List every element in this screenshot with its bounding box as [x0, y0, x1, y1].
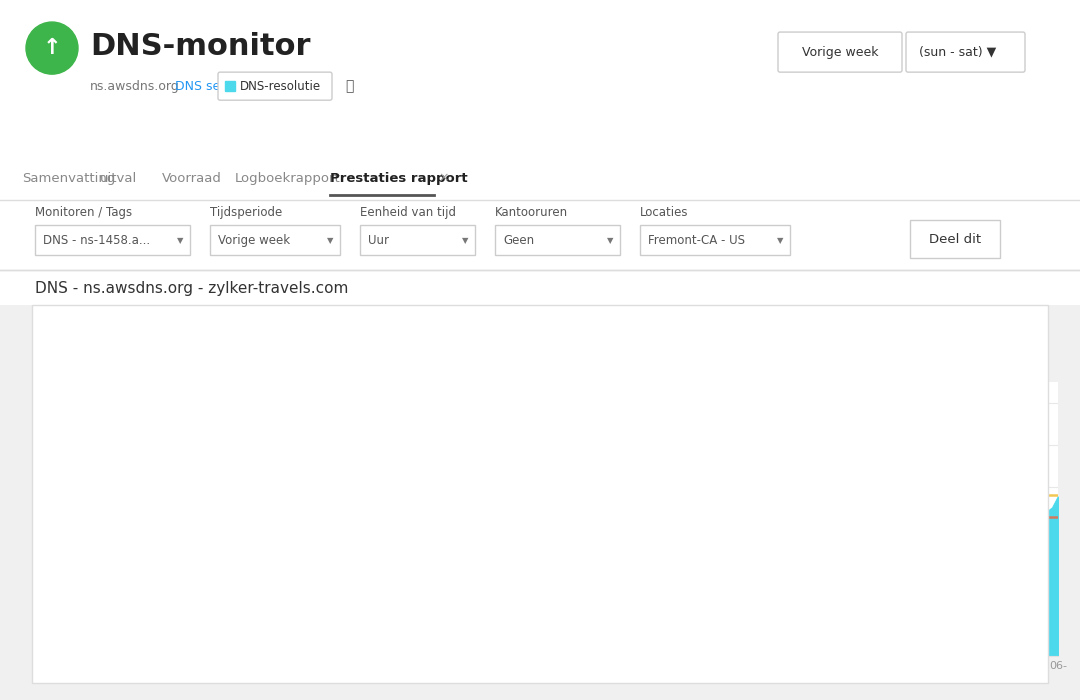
Text: DNS server: DNS server — [175, 80, 245, 92]
Text: ▼: ▼ — [327, 236, 334, 245]
Text: Voorraad: Voorraad — [162, 172, 221, 185]
Text: Samenvatting: Samenvatting — [22, 172, 116, 185]
Text: 95e percentiel: 95e percentiel — [812, 340, 897, 353]
Text: ×: × — [438, 172, 449, 185]
Text: 1,353 ms: 1,353 ms — [585, 370, 657, 385]
Bar — [210, 225, 340, 256]
Text: DNS-monitor: DNS-monitor — [90, 32, 311, 61]
Text: ▼: ▼ — [462, 236, 469, 245]
Text: Tijdsperiode: Tijdsperiode — [210, 206, 282, 218]
Text: maximum: maximum — [592, 340, 651, 353]
Bar — [495, 225, 620, 256]
Text: 38 ms: 38 ms — [832, 370, 878, 385]
Text: DNS - ns-1458.a...: DNS - ns-1458.a... — [43, 234, 150, 246]
Text: Monitoren / Tags: Monitoren / Tags — [35, 206, 132, 218]
Text: DNS - ns.awsdns.org - zylker-travels.com: DNS - ns.awsdns.org - zylker-travels.com — [35, 281, 349, 295]
Text: ▼: ▼ — [177, 236, 184, 245]
Text: Eenheid van tijd: Eenheid van tijd — [360, 206, 456, 218]
Text: Kantooruren: Kantooruren — [495, 206, 568, 218]
Text: Reactietijd: Reactietijd — [63, 314, 156, 330]
Text: Locaties: Locaties — [640, 206, 689, 218]
Text: 🏷: 🏷 — [345, 79, 353, 93]
Text: Vorige week: Vorige week — [218, 234, 291, 246]
Text: ns.awsdns.org: ns.awsdns.org — [90, 80, 179, 92]
Text: uitval: uitval — [100, 172, 137, 185]
Bar — [910, 220, 1000, 258]
Text: 33 ms: 33 ms — [151, 370, 198, 385]
Text: Geen: Geen — [503, 234, 535, 246]
Text: Minimum: Minimum — [370, 340, 426, 353]
Text: Deel dit: Deel dit — [929, 232, 981, 246]
Y-axis label: reactietijd (ms): reactietijd (ms) — [46, 479, 56, 559]
Circle shape — [26, 22, 78, 74]
FancyBboxPatch shape — [218, 72, 332, 100]
Text: Prestaties rapport: Prestaties rapport — [330, 172, 468, 185]
Bar — [35, 225, 190, 256]
Text: (sun - sat) ▼: (sun - sat) ▼ — [919, 46, 997, 59]
Bar — [640, 225, 789, 256]
FancyBboxPatch shape — [778, 32, 902, 72]
Text: ▼: ▼ — [777, 236, 783, 245]
Text: ↑: ↑ — [43, 38, 62, 58]
Text: Uur: Uur — [368, 234, 389, 246]
Text: Vorige week: Vorige week — [801, 46, 878, 59]
Text: Logboekrapport: Logboekrapport — [235, 172, 341, 185]
FancyBboxPatch shape — [906, 32, 1025, 72]
Text: 20 ms: 20 ms — [375, 370, 421, 385]
Text: ▼: ▼ — [607, 236, 613, 245]
Text: 95e percentiel =38 ms: 95e percentiel =38 ms — [485, 482, 612, 492]
Text: Fremont-CA - US: Fremont-CA - US — [648, 234, 745, 246]
Bar — [360, 225, 475, 256]
Text: DNS-resolutie: DNS-resolutie — [240, 80, 321, 92]
Text: Gemiddeld: Gemiddeld — [143, 340, 206, 353]
